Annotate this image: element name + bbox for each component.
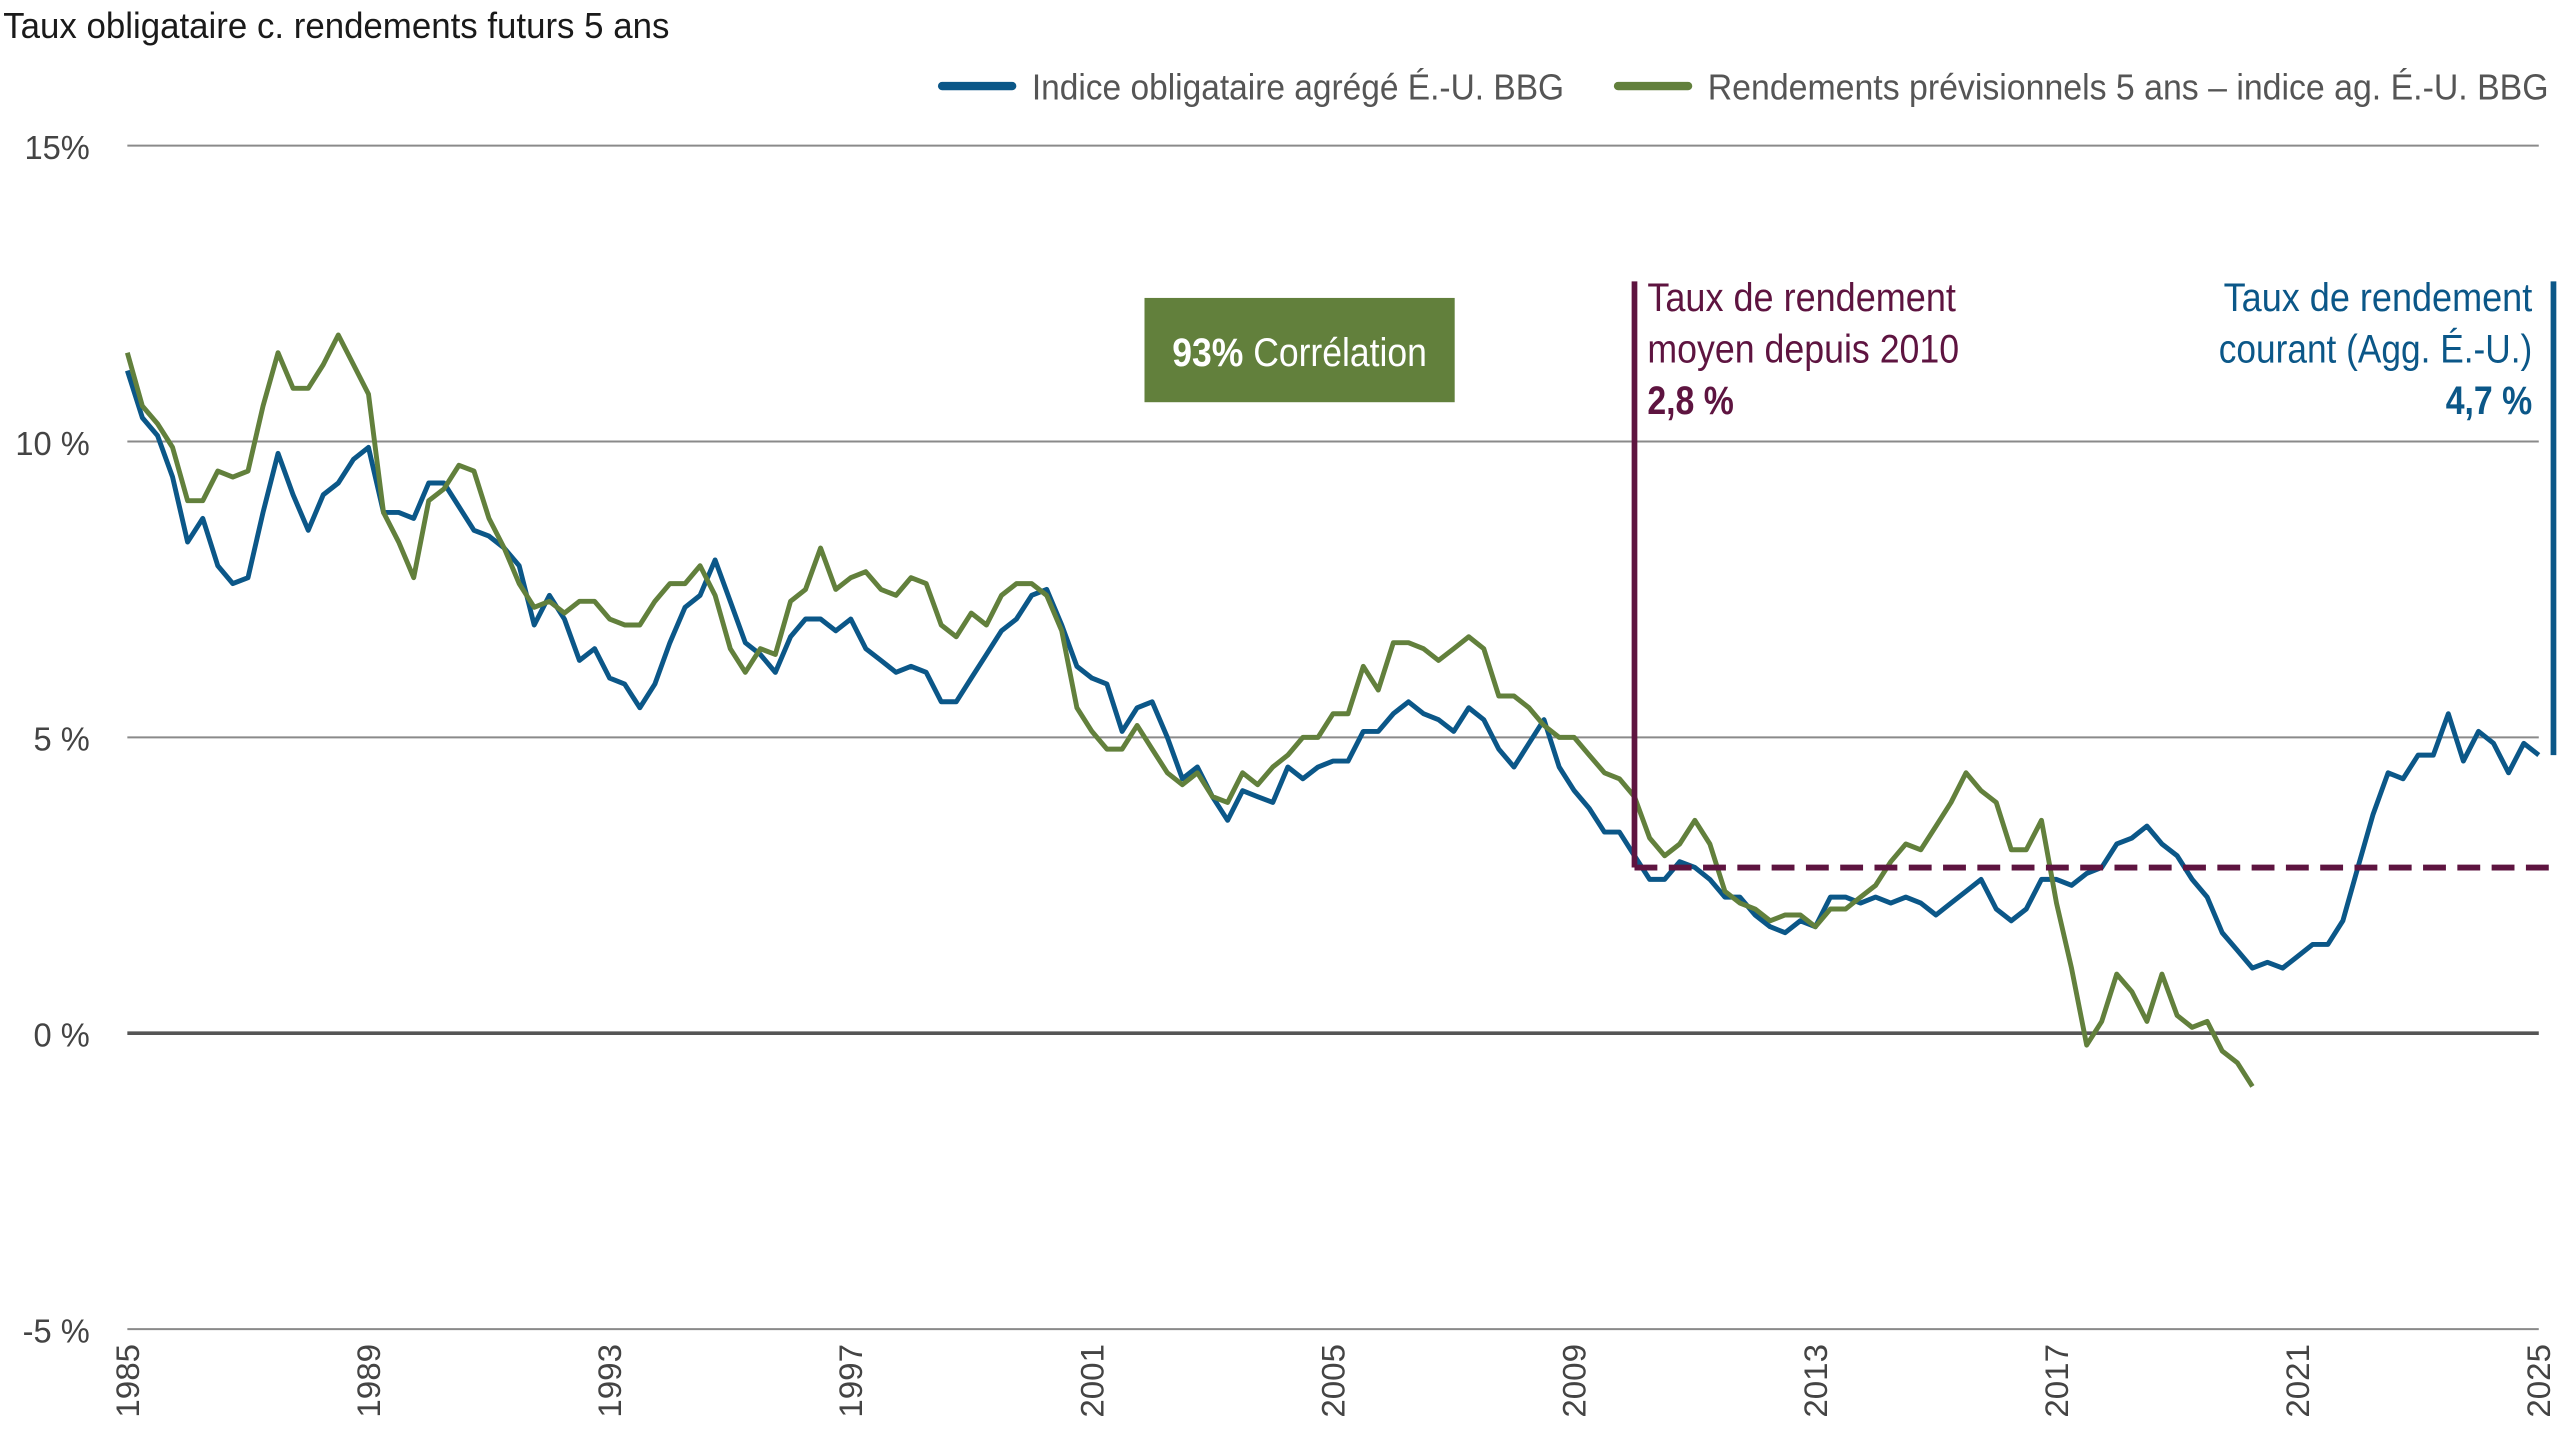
current-yield-annotation: Taux de rendement courant (Agg. É.-U.) 4… <box>2219 276 2557 756</box>
x-tick-label: 1989 <box>350 1344 387 1418</box>
current-yield-line1: Taux de rendement <box>2224 276 2533 320</box>
x-tick-label: 1997 <box>832 1344 869 1418</box>
x-tick-label: 2005 <box>1315 1344 1352 1418</box>
average-yield-line1: Taux de rendement <box>1647 276 1956 320</box>
x-tick-label: 1993 <box>591 1344 628 1418</box>
x-tick-label: 2001 <box>1074 1344 1111 1418</box>
y-tick-label: -5 % <box>23 1312 90 1349</box>
series-lines <box>124 332 2541 1088</box>
series-line-forward-returns <box>124 332 2255 1088</box>
legend: Indice obligataire agrégé É.-U. BBG Rend… <box>937 66 2549 107</box>
x-tick-label: 2017 <box>2038 1344 2075 1418</box>
x-axis-labels: 1985 1989 1993 1997 2001 2005 2009 2013 2017 2021… <box>109 1344 2557 1418</box>
average-yield-line2: moyen depuis 2010 <box>1647 327 1959 371</box>
x-tick-label: 2021 <box>2279 1344 2316 1418</box>
legend-label-bond-index: Indice obligataire agrégé É.-U. BBG <box>1032 66 1564 107</box>
y-tick-label: 10 % <box>15 425 89 462</box>
x-tick-label: 1985 <box>109 1344 146 1418</box>
average-yield-annotation: Taux de rendement moyen depuis 2010 2,8 … <box>1631 276 2557 871</box>
x-tick-label: 2025 <box>2520 1344 2557 1418</box>
chart-title: Taux obligataire c. rendements futurs 5 … <box>3 5 669 46</box>
x-tick-label: 2009 <box>1556 1344 1593 1418</box>
y-tick-label: 15% <box>24 129 89 166</box>
correlation-box: 93% Corrélation <box>1144 297 1455 403</box>
series-line-bond-index <box>125 369 2541 971</box>
y-axis-labels: 15% 10 % 5 % 0 % -5 % <box>15 129 89 1350</box>
correlation-value: 93% <box>1172 331 1243 375</box>
legend-label-forward-returns: Rendements prévisionnels 5 ans – indice … <box>1708 66 2549 107</box>
correlation-label: 93% Corrélation <box>1172 331 1427 375</box>
current-yield-value: 4,7 % <box>2446 379 2533 423</box>
y-tick-label: 5 % <box>34 720 90 757</box>
average-yield-value: 2,8 % <box>1647 379 1734 423</box>
y-tick-label: 0 % <box>34 1016 90 1053</box>
gridlines <box>127 144 2539 1331</box>
x-tick-label: 2013 <box>1797 1344 1834 1418</box>
current-yield-line2: courant (Agg. É.-U.) <box>2219 327 2532 371</box>
correlation-text: Corrélation <box>1253 331 1427 375</box>
